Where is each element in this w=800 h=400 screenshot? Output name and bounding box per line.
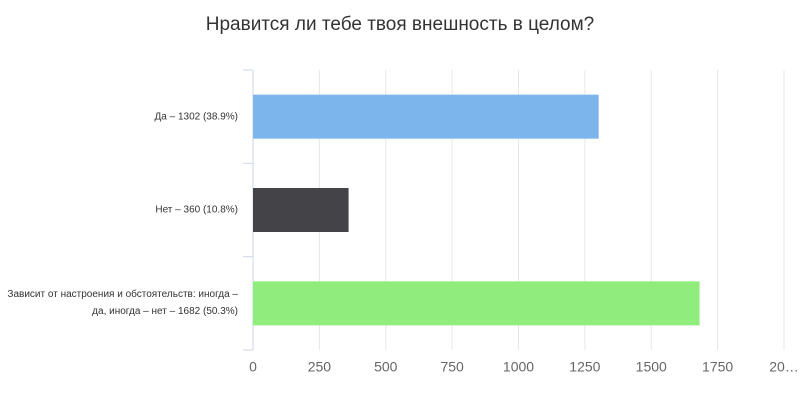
x-tick-label: 500: [374, 359, 398, 375]
y-tick-label: Нет – 360 (10.8%): [155, 204, 238, 216]
y-tick-label: Зависит от настроения и обстоятельств: и…: [7, 289, 238, 318]
x-tick-label: 1000: [503, 359, 534, 375]
x-tick-label: 1250: [569, 359, 600, 375]
x-tick-label: 20…: [769, 359, 799, 375]
x-tick-label: 250: [308, 359, 332, 375]
y-tick-label: Да – 1302 (38.9%): [154, 111, 239, 123]
chart-title: Нравится ли тебе твоя внешность в целом?: [206, 14, 594, 35]
bar: [253, 94, 599, 139]
x-tick-label: 1750: [702, 359, 733, 375]
x-tick-label: 0: [249, 359, 257, 375]
bar: [253, 188, 349, 232]
x-tick-label: 1500: [636, 359, 667, 375]
bar: [253, 281, 700, 326]
x-tick-label: 750: [440, 359, 464, 375]
